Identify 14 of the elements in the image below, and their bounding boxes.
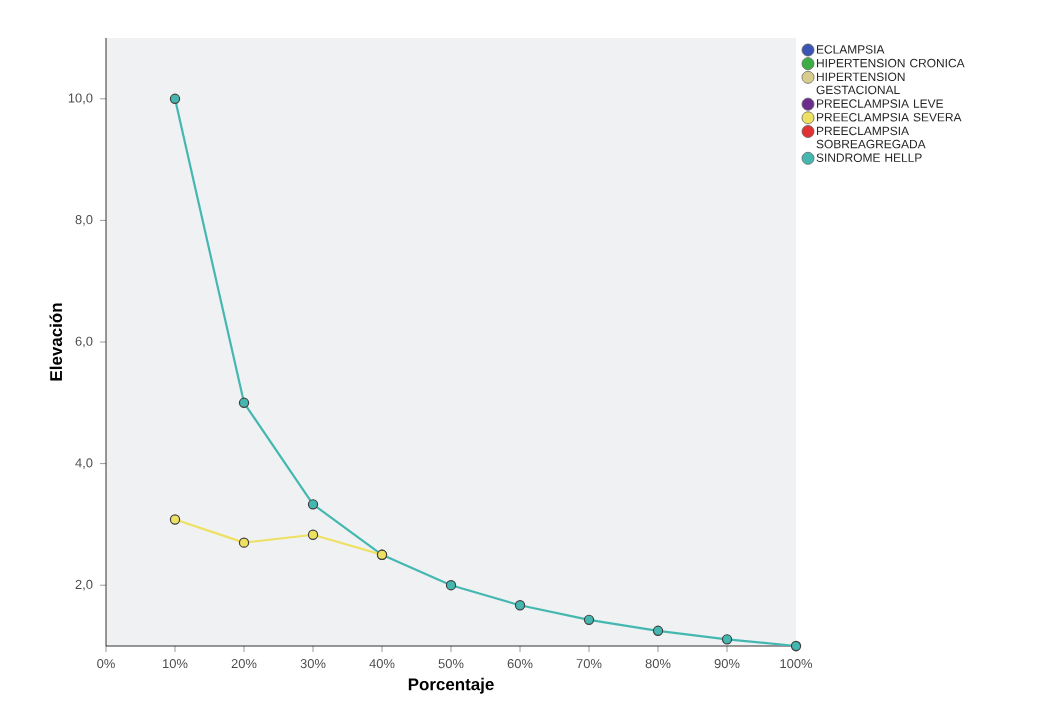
point [238,537,250,548]
point [652,625,664,636]
x-axis-title: Porcentaje [408,677,494,694]
point [307,499,319,510]
point [721,634,733,645]
point [790,640,802,652]
y-axis-title: Elevación [49,303,63,381]
point [514,600,526,611]
point [169,93,181,104]
point [445,580,457,591]
point [583,614,595,626]
point [169,514,181,525]
point [238,397,250,408]
point [307,529,319,540]
